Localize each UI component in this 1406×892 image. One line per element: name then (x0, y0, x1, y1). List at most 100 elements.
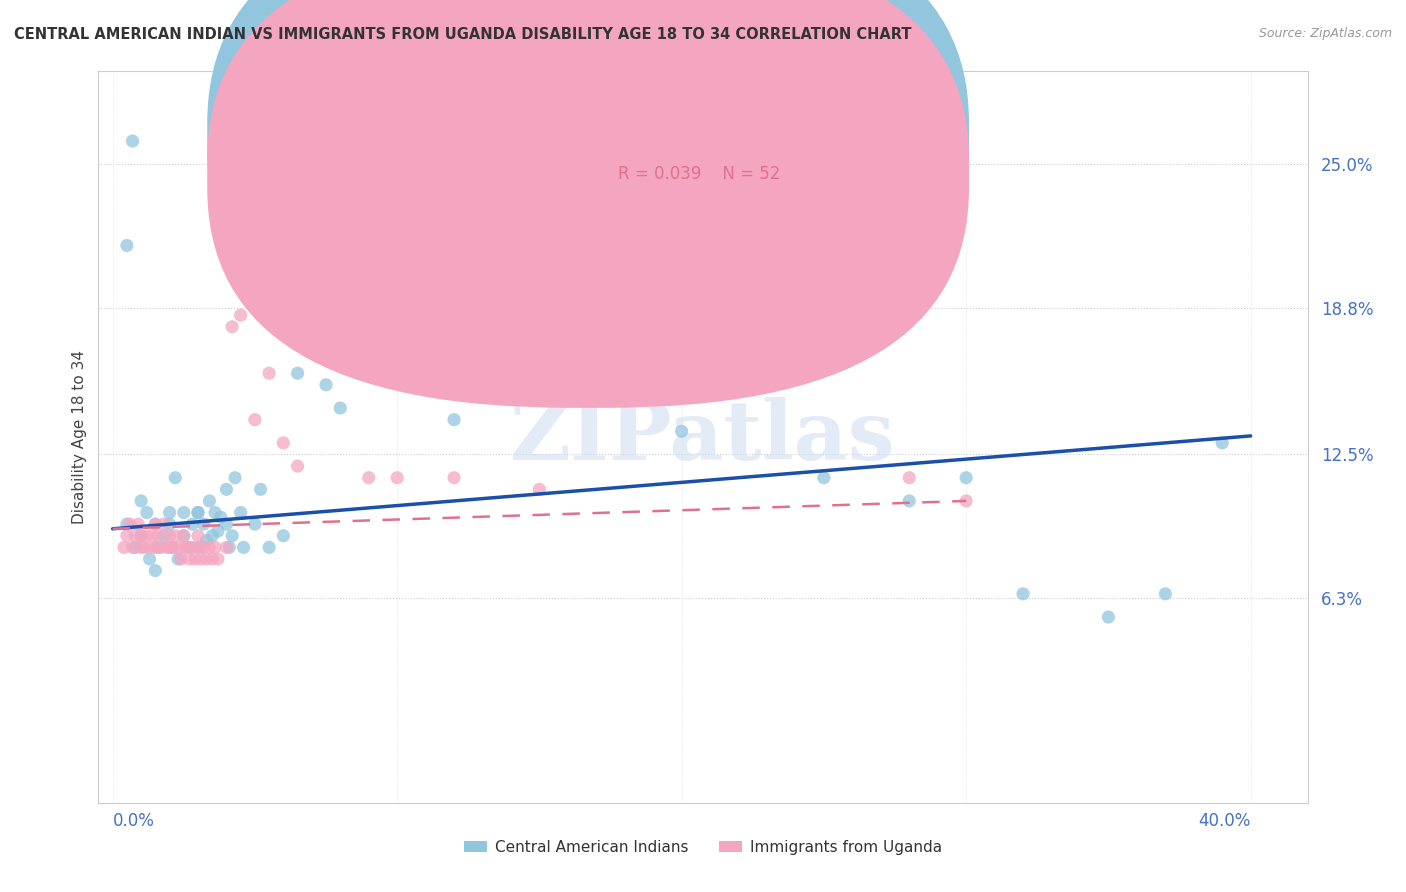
Point (138, 541, 160, 555)
Point (190, 541, 212, 555)
Point (215, 483, 238, 497)
Text: R = 0.230    N = 61: R = 0.230 N = 61 (619, 128, 780, 146)
Text: CENTRAL AMERICAN INDIAN VS IMMIGRANTS FROM UGANDA DISABILITY AGE 18 TO 34 CORREL: CENTRAL AMERICAN INDIAN VS IMMIGRANTS FR… (14, 27, 911, 42)
Text: Source: ZipAtlas.com: Source: ZipAtlas.com (1258, 27, 1392, 40)
Point (1097, 610, 1119, 624)
Point (143, 541, 166, 555)
Point (129, 529, 152, 543)
Point (150, 541, 173, 555)
Point (385, 354, 408, 368)
Point (124, 541, 146, 555)
Text: 40.0%: 40.0% (1198, 812, 1251, 830)
Point (156, 541, 179, 555)
Point (115, 529, 138, 543)
Point (162, 541, 184, 555)
Point (112, 541, 135, 555)
Point (201, 529, 224, 543)
Y-axis label: Disability Age 18 to 34: Disability Age 18 to 34 (72, 350, 87, 524)
Point (153, 529, 176, 543)
Legend: Central American Indians, Immigrants from Uganda: Central American Indians, Immigrants fro… (458, 834, 948, 861)
Point (190, 552, 212, 566)
Point (218, 541, 240, 555)
Point (273, 436, 295, 450)
Point (146, 541, 169, 555)
Point (173, 506, 195, 520)
Point (243, 412, 266, 426)
Point (138, 552, 160, 566)
Point (127, 517, 149, 532)
Point (187, 506, 209, 520)
Point (195, 533, 218, 548)
Point (955, 494, 977, 508)
Point (181, 517, 204, 532)
Point (179, 541, 201, 555)
Point (129, 541, 152, 555)
Point (135, 506, 157, 520)
Point (671, 424, 693, 438)
Point (129, 494, 152, 508)
Point (159, 541, 181, 555)
Point (215, 517, 238, 532)
Point (329, 401, 352, 415)
Point (209, 510, 232, 524)
Point (179, 552, 201, 566)
Point (187, 506, 209, 520)
Point (1154, 587, 1177, 601)
Point (207, 552, 229, 566)
Point (153, 517, 176, 532)
FancyBboxPatch shape (207, 0, 969, 408)
Point (167, 552, 190, 566)
Point (181, 541, 204, 555)
Point (813, 471, 835, 485)
Point (215, 541, 238, 555)
Point (229, 506, 252, 520)
Point (159, 529, 181, 543)
Point (243, 517, 266, 532)
Point (257, 366, 280, 380)
Point (187, 529, 209, 543)
Point (165, 529, 187, 543)
Point (557, 377, 579, 392)
Point (529, 483, 551, 497)
Point (115, 238, 138, 252)
Text: 0.0%: 0.0% (112, 812, 155, 830)
Point (121, 134, 143, 148)
Point (198, 541, 221, 555)
Point (187, 541, 209, 555)
Point (727, 354, 749, 368)
Point (207, 524, 229, 538)
Point (193, 541, 215, 555)
Point (585, 377, 607, 392)
Point (176, 541, 198, 555)
Point (159, 517, 181, 532)
Point (162, 541, 184, 555)
Point (129, 529, 152, 543)
Point (287, 366, 309, 380)
Point (184, 552, 207, 566)
Point (143, 517, 166, 532)
Point (898, 471, 921, 485)
Point (898, 494, 921, 508)
Point (204, 506, 226, 520)
Point (204, 541, 226, 555)
Point (141, 529, 163, 543)
Point (124, 529, 146, 543)
Point (385, 471, 408, 485)
FancyBboxPatch shape (207, 0, 969, 371)
Point (443, 471, 465, 485)
Point (301, 331, 323, 345)
FancyBboxPatch shape (546, 101, 872, 211)
Point (170, 552, 193, 566)
Point (115, 517, 138, 532)
Point (195, 552, 218, 566)
Point (249, 483, 271, 497)
Text: ZIPatlas: ZIPatlas (510, 397, 896, 477)
Point (357, 471, 380, 485)
Point (159, 506, 181, 520)
Point (443, 412, 465, 426)
Point (955, 471, 977, 485)
Point (201, 552, 224, 566)
Point (273, 529, 295, 543)
Point (287, 459, 309, 474)
Point (173, 541, 195, 555)
